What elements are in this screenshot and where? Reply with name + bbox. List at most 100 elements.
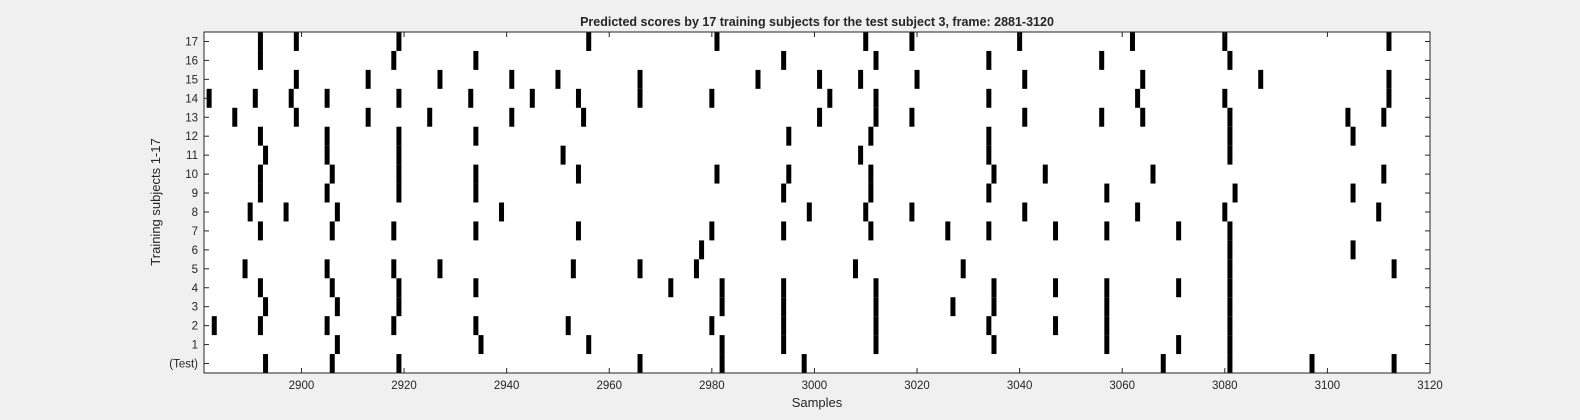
score-mark-row-5-10 [1391,259,1397,279]
score-mark-row-15-6 [755,69,761,89]
score-mark-row-2-7 [781,316,787,336]
score-mark-row-2-10 [1053,316,1059,336]
score-mark-row-11-1 [324,145,330,165]
score-mark-row-4-1 [329,278,335,298]
score-mark-row-8-6 [909,202,915,222]
score-mark-row-9-8 [1232,183,1238,203]
score-mark-row-5-9 [1227,259,1233,279]
score-mark-row-10-8 [991,164,997,184]
score-mark-row-9-7 [1104,183,1110,203]
score-mark-row-15-5 [637,69,643,89]
score-mark-row-15-9 [914,69,920,89]
score-mark-row-11-4 [858,145,864,165]
score-mark-row-13-11 [1140,107,1146,127]
score-mark-row-3-8 [1104,297,1110,317]
score-mark-row-14-14 [1222,88,1228,108]
score-mark-row-16-3 [781,50,787,70]
score-mark-row-14-8 [637,88,643,108]
score-mark-row-13-9 [1022,107,1028,127]
score-mark-row-test-8 [1309,354,1315,373]
score-mark-row-4-5 [719,278,725,298]
score-mark-row-3-6 [950,297,956,317]
score-mark-row-16-0 [257,50,263,70]
y-tick-label-9: 9 [192,188,198,200]
score-mark-row-13-1 [293,107,299,127]
score-mark-row-15-13 [1386,69,1392,89]
score-mark-row-test-7 [1227,354,1233,373]
score-mark-row-2-12 [1227,316,1233,336]
score-mark-row-4-4 [668,278,674,298]
score-mark-row-8-5 [863,202,869,222]
score-mark-row-10-4 [575,164,581,184]
score-mark-row-5-6 [693,259,699,279]
score-mark-row-15-7 [817,69,823,89]
score-mark-row-7-6 [781,221,787,241]
score-mark-row-7-13 [1227,221,1233,241]
score-mark-row-7-12 [1176,221,1182,241]
score-mark-row-4-3 [473,278,479,298]
score-mark-row-7-11 [1104,221,1110,241]
score-mark-row-7-3 [473,221,479,241]
score-mark-row-10-3 [473,164,479,184]
score-mark-row-test-9 [1391,354,1397,373]
score-mark-row-8-4 [806,202,812,222]
score-mark-row-1-9 [1227,335,1233,355]
score-mark-row-10-9 [1042,164,1048,184]
score-mark-row-12-6 [986,126,992,146]
x-axis-ticks: 2900 2920 2940 2960 2980 3000 3020 3040 3060 3080… [289,32,1443,392]
score-mark-row-1-5 [873,335,879,355]
score-mark-row-10-10 [1150,164,1156,184]
score-mark-row-4-6 [781,278,787,298]
score-mark-row-5-5 [637,259,643,279]
score-mark-row-9-2 [396,183,402,203]
y-tick-label-4: 4 [192,283,199,295]
score-mark-row-17-5 [863,32,869,51]
score-mark-row-17-6 [909,32,915,51]
score-marks [206,32,1397,373]
score-mark-row-10-7 [868,164,874,184]
x-tick-label-3020: 3020 [904,380,930,392]
score-mark-row-16-5 [986,50,992,70]
score-mark-row-3-1 [334,297,340,317]
y-tick-label-15: 15 [185,74,198,86]
score-mark-row-11-6 [1227,145,1233,165]
score-mark-row-17-8 [1129,32,1135,51]
score-mark-row-2-5 [565,316,571,336]
score-mark-row-4-0 [257,278,263,298]
score-mark-row-3-2 [396,297,402,317]
score-mark-row-2-2 [324,316,330,336]
score-mark-row-2-9 [986,316,992,336]
score-mark-row-16-1 [391,50,397,70]
score-mark-row-12-4 [786,126,792,146]
y-axis-label: Training subjects 1-17 [148,138,163,265]
score-mark-row-9-5 [868,183,874,203]
score-mark-row-11-3 [560,145,566,165]
score-mark-row-15-12 [1258,69,1264,89]
score-mark-row-14-5 [468,88,474,108]
y-tick-label-5: 5 [192,264,198,276]
score-mark-row-13-5 [581,107,587,127]
score-mark-row-3-0 [263,297,269,317]
score-mark-row-5-8 [960,259,966,279]
score-mark-row-12-0 [257,126,263,146]
y-tick-label-12: 12 [185,131,198,143]
score-mark-row-test-1 [329,354,335,373]
score-mark-row-5-1 [324,259,330,279]
score-mark-row-7-10 [1053,221,1059,241]
score-mark-row-9-9 [1350,183,1356,203]
score-mark-row-12-8 [1350,126,1356,146]
score-mark-row-14-11 [873,88,879,108]
score-mark-row-14-13 [1135,88,1141,108]
y-tick-label-14: 14 [185,93,198,105]
score-mark-row-7-8 [945,221,951,241]
score-mark-row-3-9 [1227,297,1233,317]
score-mark-row-16-2 [473,50,479,70]
plot-area [204,32,1430,373]
y-tick-label-16: 16 [185,55,198,67]
score-mark-row-10-0 [257,164,263,184]
score-mark-row-test-2 [396,354,402,373]
score-mark-row-1-0 [334,335,340,355]
score-mark-row-2-11 [1104,316,1110,336]
score-mark-row-13-6 [817,107,823,127]
score-mark-row-4-10 [1104,278,1110,298]
